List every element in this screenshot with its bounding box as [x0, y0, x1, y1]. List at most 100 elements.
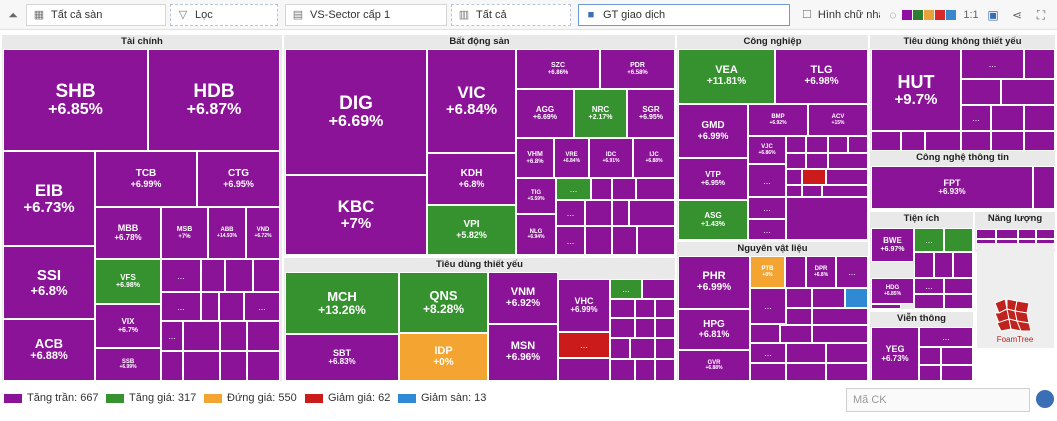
palette-swatch[interactable]	[946, 10, 956, 20]
collapse-icon[interactable]: ⏶	[8, 8, 18, 22]
more-tile[interactable]: ...	[919, 327, 973, 347]
small-ticker-tile[interactable]	[183, 321, 220, 351]
more-tile[interactable]: ...	[836, 256, 868, 288]
legend-up[interactable]: Tăng giá: 317	[106, 392, 196, 404]
ticker-tile-pdr[interactable]: PDR +6.58%	[600, 49, 675, 89]
small-ticker-tile[interactable]	[636, 178, 675, 200]
palette-swatches[interactable]	[902, 10, 957, 20]
ticker-tile-hpg[interactable]: HPG +6.81%	[678, 309, 750, 350]
small-ticker-tile[interactable]	[161, 351, 183, 381]
small-ticker-tile[interactable]	[637, 226, 675, 255]
small-ticker-tile[interactable]	[201, 292, 219, 321]
ticker-tile-gvr[interactable]: GVR +6.88%	[678, 350, 750, 381]
small-ticker-tile[interactable]	[802, 169, 826, 185]
ticker-tile-vre[interactable]: VRE +6.84%	[554, 138, 589, 178]
palette-icon[interactable]: ◌	[889, 8, 897, 22]
ticker-tile-vpi[interactable]: VPI +5.82%	[427, 205, 516, 255]
small-ticker-tile[interactable]	[786, 197, 868, 240]
small-ticker-tile[interactable]	[1036, 229, 1055, 239]
small-ticker-tile[interactable]	[812, 308, 868, 325]
small-ticker-tile[interactable]	[1024, 105, 1055, 131]
ticker-tile-hdg[interactable]: HDG +6.85%	[871, 278, 914, 304]
more-tile[interactable]: ...	[161, 321, 183, 351]
small-ticker-tile[interactable]	[786, 153, 806, 169]
metric-select[interactable]: ■ GT giao dịch	[578, 4, 790, 26]
palette-swatch[interactable]	[935, 10, 945, 20]
ticker-tile-szc[interactable]: SZC +6.86%	[516, 49, 600, 89]
ticker-tile-eib[interactable]: EIB +6.73%	[3, 151, 95, 246]
ticker-tile-vix[interactable]: VIX +6.7%	[95, 304, 161, 348]
ticker-tile-ptb[interactable]: PTB +0%	[750, 256, 785, 288]
ticker-tile-msn[interactable]: MSN +6.96%	[488, 324, 558, 381]
more-tile[interactable]: ...	[556, 200, 585, 226]
small-ticker-tile[interactable]	[786, 308, 812, 325]
small-ticker-tile[interactable]	[786, 343, 826, 363]
ticker-tile-qns[interactable]: QNS +8.28%	[399, 272, 488, 333]
small-ticker-tile[interactable]	[1024, 131, 1055, 151]
small-ticker-tile[interactable]	[655, 338, 675, 359]
small-ticker-tile[interactable]	[826, 343, 868, 363]
ratio-label[interactable]: 1:1	[963, 9, 979, 21]
ticker-tile-msb[interactable]: MSB +7%	[161, 207, 208, 259]
more-tile[interactable]: ...	[748, 164, 786, 197]
ticker-tile-idp[interactable]: IDP +0%	[399, 333, 488, 381]
more-tile[interactable]: ...	[961, 105, 991, 131]
ticker-tile-nrc[interactable]: NRC +2.17%	[574, 89, 627, 138]
ticker-tile-asg[interactable]: ASG +1.43%	[678, 200, 748, 240]
ticker-tile-ssi[interactable]: SSI +6.8%	[3, 246, 95, 319]
small-ticker-tile[interactable]	[750, 324, 780, 343]
shape-select[interactable]: ☐ Hình chữ nhật	[796, 4, 880, 26]
legend-ceiling[interactable]: Tăng trần: 667	[4, 392, 99, 404]
small-ticker-tile[interactable]	[991, 105, 1024, 131]
small-ticker-tile[interactable]	[848, 136, 868, 153]
save-icon[interactable]: ▣	[987, 8, 999, 22]
small-ticker-tile[interactable]	[635, 318, 655, 338]
ticker-tile-shb[interactable]: SHB +6.85%	[3, 49, 148, 151]
small-ticker-tile[interactable]	[1024, 49, 1055, 79]
ticker-tile-vfs[interactable]: VFS +6.98%	[95, 259, 161, 304]
small-ticker-tile[interactable]	[786, 136, 806, 153]
palette-swatch[interactable]	[902, 10, 912, 20]
ticker-tile-yeg[interactable]: YEG +6.73%	[871, 327, 919, 381]
ticker-tile-vnm[interactable]: VNM +6.92%	[488, 272, 558, 324]
ticker-tile-gmd[interactable]: GMD +6.99%	[678, 104, 748, 158]
small-ticker-tile[interactable]	[558, 358, 610, 381]
ticker-tile-tig[interactable]: TIG +5.59%	[516, 178, 556, 214]
more-tile[interactable]: ...	[161, 292, 201, 321]
ticker-tile-tlg[interactable]: TLG +6.98%	[775, 49, 868, 104]
small-ticker-tile[interactable]	[934, 252, 953, 278]
small-ticker-tile[interactable]	[944, 294, 973, 309]
small-ticker-tile[interactable]	[612, 226, 637, 255]
small-ticker-tile[interactable]	[655, 299, 675, 318]
small-ticker-tile[interactable]	[919, 347, 941, 365]
small-ticker-tile[interactable]	[919, 365, 941, 381]
ticker-tile-acb[interactable]: ACB +6.88%	[3, 319, 95, 381]
small-ticker-tile[interactable]	[183, 351, 220, 381]
ticker-tile-mch[interactable]: MCH +13.26%	[285, 272, 399, 334]
ticker-tile-kdh[interactable]: KDH +6.8%	[427, 153, 516, 205]
more-tile[interactable]: ...	[556, 178, 591, 200]
small-ticker-tile[interactable]	[785, 256, 806, 288]
small-ticker-tile[interactable]	[642, 279, 675, 299]
ticker-tile-dig[interactable]: DIG +6.69%	[285, 49, 427, 175]
ticker-tile-vhm[interactable]: VHM +6.8%	[516, 138, 554, 178]
ticker-tile-vic[interactable]: VIC +6.84%	[427, 49, 516, 153]
small-ticker-tile[interactable]	[247, 351, 280, 381]
small-ticker-tile[interactable]	[953, 252, 973, 278]
ticker-tile-fpt[interactable]: FPT +6.93%	[871, 166, 1033, 209]
small-ticker-tile[interactable]	[253, 259, 280, 292]
ticker-tile-hut[interactable]: HUT +9.7%	[871, 49, 961, 131]
small-ticker-tile[interactable]	[786, 363, 826, 381]
small-ticker-tile[interactable]	[786, 169, 802, 185]
ticker-tile-agg[interactable]: AGG +6.69%	[516, 89, 574, 138]
small-ticker-tile[interactable]	[826, 169, 868, 185]
legend-flat[interactable]: Đứng giá: 550	[204, 392, 297, 404]
ticker-tile-mbb[interactable]: MBB +6.78%	[95, 207, 161, 259]
ticker-tile-sgr[interactable]: SGR +6.95%	[627, 89, 675, 138]
small-ticker-tile[interactable]	[612, 200, 629, 226]
ticker-tile-ssb[interactable]: SSB +6.99%	[95, 348, 161, 381]
small-ticker-tile[interactable]	[812, 325, 868, 343]
ticker-tile-vhc[interactable]: VHC +6.99%	[558, 279, 610, 332]
legend-down[interactable]: Giảm giá: 62	[305, 392, 390, 404]
ticker-tile-bmp[interactable]: BMP +6.92%	[748, 104, 808, 136]
